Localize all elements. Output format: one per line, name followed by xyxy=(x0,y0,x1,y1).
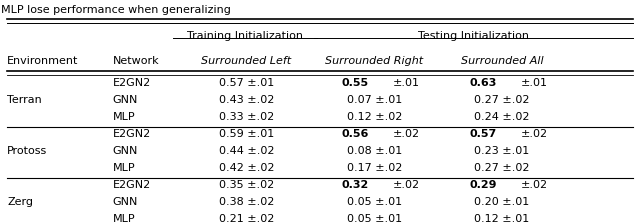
Text: 0.24 ±.02: 0.24 ±.02 xyxy=(474,112,530,122)
Text: 0.08 ±.01: 0.08 ±.01 xyxy=(347,146,402,156)
Text: Network: Network xyxy=(113,56,159,66)
Text: 0.33 ±.02: 0.33 ±.02 xyxy=(219,112,274,122)
Text: E2GN2: E2GN2 xyxy=(113,180,150,190)
Text: 0.63: 0.63 xyxy=(469,78,497,88)
Text: 0.17 ±.02: 0.17 ±.02 xyxy=(347,163,402,173)
Text: 0.23 ±.01: 0.23 ±.01 xyxy=(474,146,530,156)
Text: Training Initialization: Training Initialization xyxy=(187,31,303,41)
Text: 0.57 ±.01: 0.57 ±.01 xyxy=(219,78,274,88)
Text: 0.38 ±.02: 0.38 ±.02 xyxy=(219,197,275,207)
Text: Terran: Terran xyxy=(7,95,42,105)
Text: E2GN2: E2GN2 xyxy=(113,78,150,88)
Text: ±.02: ±.02 xyxy=(393,180,420,190)
Text: MLP lose performance when generalizing: MLP lose performance when generalizing xyxy=(1,5,230,15)
Text: Surrounded Left: Surrounded Left xyxy=(202,56,292,66)
Text: 0.27 ±.02: 0.27 ±.02 xyxy=(474,163,530,173)
Text: 0.07 ±.01: 0.07 ±.01 xyxy=(347,95,402,105)
Text: 0.55: 0.55 xyxy=(342,78,369,88)
Text: Zerg: Zerg xyxy=(7,197,33,207)
Text: GNN: GNN xyxy=(113,95,138,105)
Text: MLP: MLP xyxy=(113,112,135,122)
Text: 0.21 ±.02: 0.21 ±.02 xyxy=(219,214,275,222)
Text: Environment: Environment xyxy=(7,56,79,66)
Text: GNN: GNN xyxy=(113,146,138,156)
Text: 0.32: 0.32 xyxy=(342,180,369,190)
Text: 0.35 ±.02: 0.35 ±.02 xyxy=(219,180,274,190)
Text: 0.05 ±.01: 0.05 ±.01 xyxy=(347,214,402,222)
Text: 0.29: 0.29 xyxy=(469,180,497,190)
Text: GNN: GNN xyxy=(113,197,138,207)
Text: MLP: MLP xyxy=(113,214,135,222)
Text: 0.05 ±.01: 0.05 ±.01 xyxy=(347,197,402,207)
Text: Surrounded All: Surrounded All xyxy=(461,56,543,66)
Text: ±.02: ±.02 xyxy=(520,180,547,190)
Text: E2GN2: E2GN2 xyxy=(113,129,150,139)
Text: 0.12 ±.02: 0.12 ±.02 xyxy=(347,112,402,122)
Text: ±.01: ±.01 xyxy=(520,78,547,88)
Text: Surrounded Right: Surrounded Right xyxy=(325,56,423,66)
Text: 0.42 ±.02: 0.42 ±.02 xyxy=(219,163,275,173)
Text: 0.12 ±.01: 0.12 ±.01 xyxy=(474,214,530,222)
Text: Protoss: Protoss xyxy=(7,146,47,156)
Text: ±.02: ±.02 xyxy=(393,129,420,139)
Text: 0.57: 0.57 xyxy=(469,129,497,139)
Text: 0.56: 0.56 xyxy=(341,129,369,139)
Text: 0.20 ±.01: 0.20 ±.01 xyxy=(474,197,530,207)
Text: 0.59 ±.01: 0.59 ±.01 xyxy=(219,129,274,139)
Text: ±.01: ±.01 xyxy=(393,78,420,88)
Text: MLP: MLP xyxy=(113,163,135,173)
Text: 0.27 ±.02: 0.27 ±.02 xyxy=(474,95,530,105)
Text: 0.44 ±.02: 0.44 ±.02 xyxy=(219,146,275,156)
Text: Testing Initialization: Testing Initialization xyxy=(418,31,529,41)
Text: 0.43 ±.02: 0.43 ±.02 xyxy=(219,95,275,105)
Text: ±.02: ±.02 xyxy=(520,129,547,139)
